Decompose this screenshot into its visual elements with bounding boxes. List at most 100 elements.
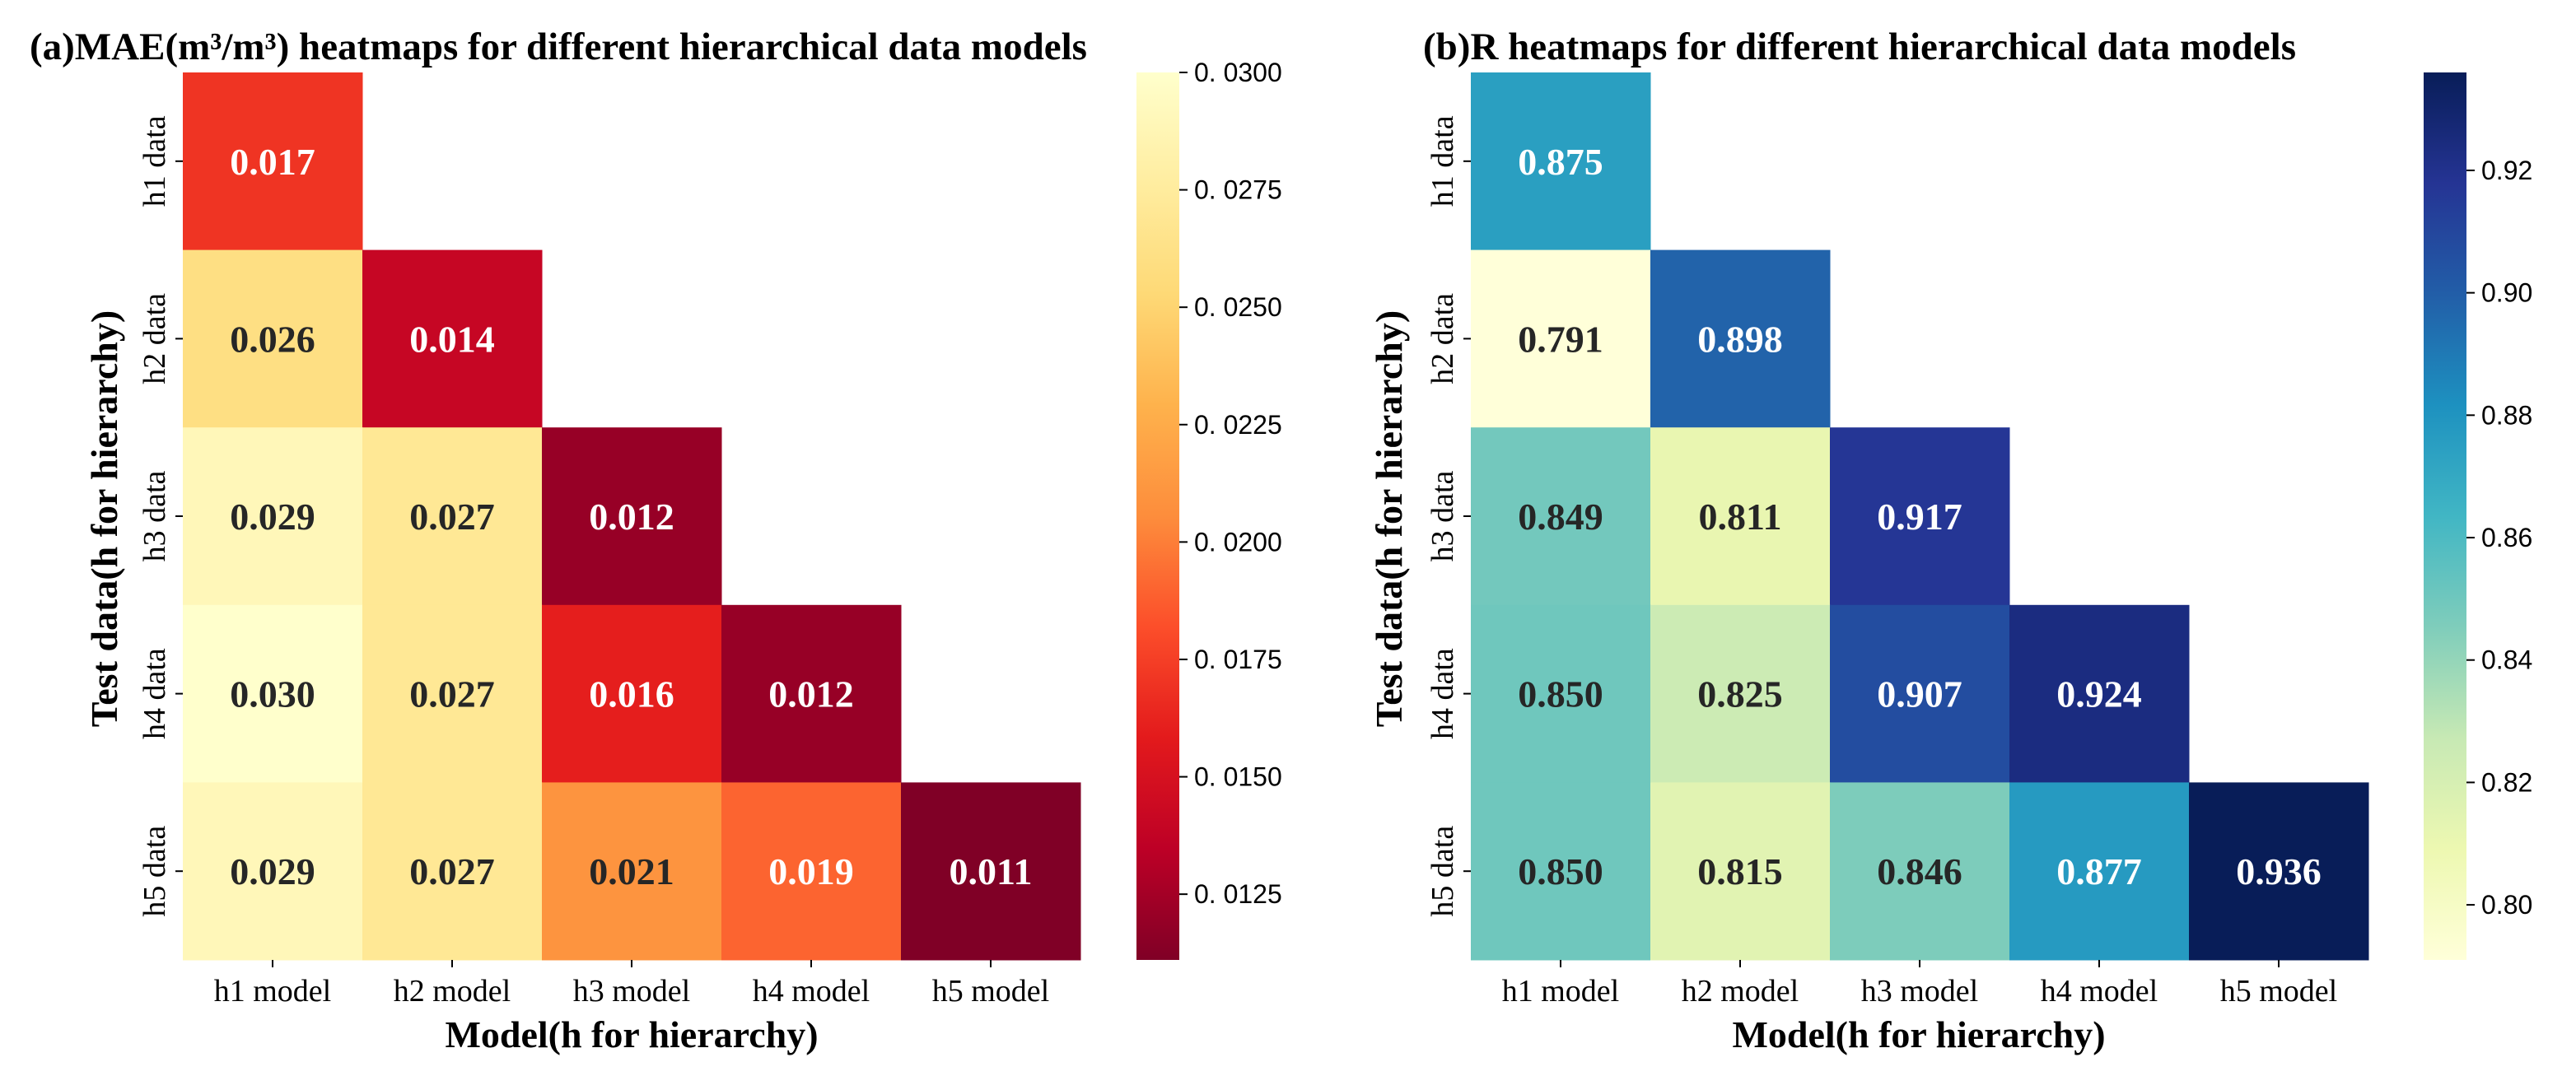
r-cell-label-r3-c2: 0.811 <box>1699 496 1782 538</box>
mae-colorbar-tick-label: 0. 0175 <box>1194 645 1282 674</box>
r-colorbar-tick-label: 0.84 <box>2481 645 2532 675</box>
mae-cell-r4-c2 <box>362 604 543 783</box>
mae-cell-label-r4-c1: 0.030 <box>230 673 315 715</box>
mae-y-tick-label: h3 data <box>138 470 172 561</box>
r-cell-label-r5-c4: 0.877 <box>2056 850 2142 892</box>
r-colorbar-tick-label: 0.80 <box>2481 890 2532 920</box>
r-cell-label-r5-c3: 0.846 <box>1877 850 1962 892</box>
mae-cell-label-r3-c3: 0.012 <box>589 496 674 538</box>
mae-cell-r5-c2 <box>362 782 543 961</box>
r-colorbar-tick-label: 0.90 <box>2481 278 2532 308</box>
r-cell-r5-c4 <box>2009 782 2190 961</box>
r-colorbar-tick-label: 0.82 <box>2481 767 2532 797</box>
mae-cell-r5-c4 <box>721 782 902 961</box>
mae-colorbar-tick-label: 0. 0250 <box>1194 292 1282 322</box>
r-cell-label-r2-c2: 0.898 <box>1697 318 1783 360</box>
r-cell-r5-c5 <box>2189 782 2369 961</box>
mae-panel-title: (a)MAE(m³/m³) heatmaps for different hie… <box>30 26 1087 68</box>
mae-colorbar-tick-label: 0. 0200 <box>1194 527 1282 557</box>
r-cell-r4-c1 <box>1471 604 1651 783</box>
mae-cell-r5-c5 <box>901 782 1081 961</box>
mae-colorbar-tick-label: 0. 0275 <box>1194 175 1282 205</box>
mae-cell-r2-c1 <box>183 249 363 428</box>
mae-y-tick-label: h2 data <box>138 293 172 384</box>
mae-cell-r5-c3 <box>542 782 722 961</box>
r-colorbar-tick-label: 0.92 <box>2481 156 2532 185</box>
mae-y-tick-label: h1 data <box>138 115 172 207</box>
r-cell-label-r5-c5: 0.936 <box>2236 850 2322 892</box>
mae-cell-label-r2-c1: 0.026 <box>230 318 315 360</box>
r-colorbar-tick-label: 0.86 <box>2481 523 2532 552</box>
mae-cell-r3-c2 <box>362 427 543 606</box>
r-x-tick-label: h2 model <box>1682 974 1799 1008</box>
mae-colorbar-tick-label: 0. 0150 <box>1194 762 1282 792</box>
r-y-tick-label: h2 data <box>1426 293 1460 384</box>
r-cell-r1-c1 <box>1471 72 1651 251</box>
r-cell-label-r3-c3: 0.917 <box>1877 496 1962 538</box>
mae-colorbar-tick-label: 0. 0225 <box>1194 410 1282 440</box>
r-cell-r3-c3 <box>1830 427 2010 606</box>
mae-cell-r2-c2 <box>362 249 543 428</box>
mae-colorbar-tick-label: 0. 0125 <box>1194 879 1282 909</box>
mae-cell-r4-c3 <box>542 604 722 783</box>
r-cell-label-r5-c2: 0.815 <box>1697 850 1783 892</box>
mae-x-tick-label: h3 model <box>573 974 690 1008</box>
r-x-tick-label: h4 model <box>2041 974 2158 1008</box>
mae-cell-r5-c1 <box>183 782 363 961</box>
r-x-axis-label: Model(h for hierarchy) <box>1732 1013 2105 1055</box>
r-y-tick-labels: h1 data h2 data h3 data h4 data h5 data <box>1426 115 1471 917</box>
mae-colorbar: 0. 0125 0. 0150 0. 0175 0. 0200 0. 0225 0. 02… <box>1136 58 1282 960</box>
r-heatmap-panel: (b)R heatmaps for different hierarchical… <box>1368 26 2532 1055</box>
r-cell-r3-c2 <box>1650 427 1831 606</box>
mae-cell-label-r5-c3: 0.021 <box>589 850 674 892</box>
mae-x-tick-labels: h1 model h2 model h3 model h4 model h5 model <box>214 960 1049 1008</box>
r-cell-label-r2-c1: 0.791 <box>1518 318 1603 360</box>
mae-x-tick-label: h2 model <box>394 974 511 1008</box>
mae-cell-r3-c1 <box>183 427 363 606</box>
r-x-tick-labels: h1 model h2 model h3 model h4 model h5 model <box>1502 960 2337 1008</box>
mae-cell-label-r4-c4: 0.012 <box>768 673 854 715</box>
r-cell-r5-c1 <box>1471 782 1651 961</box>
r-cell-label-r1-c1: 0.875 <box>1518 141 1603 183</box>
r-cell-label-r5-c1: 0.850 <box>1518 850 1603 892</box>
r-cell-label-r4-c1: 0.850 <box>1518 673 1603 715</box>
mae-colorbar-ticks: 0. 0125 0. 0150 0. 0175 0. 0200 0. 0225 0. 02… <box>1179 58 1282 909</box>
r-cell-label-r4-c3: 0.907 <box>1877 673 1962 715</box>
r-cell-r2-c2 <box>1650 249 1831 428</box>
r-cell-r2-c1 <box>1471 249 1651 428</box>
r-x-tick-label: h5 model <box>2220 974 2337 1008</box>
mae-x-tick-label: h4 model <box>753 974 870 1008</box>
mae-cell-label-r5-c5: 0.011 <box>950 850 1033 892</box>
mae-y-tick-label: h4 data <box>138 648 172 739</box>
r-cell-label-r4-c4: 0.924 <box>2056 673 2142 715</box>
r-heatmap-cells: 0.875 0.791 0.898 0.849 0.811 0.917 0.850 0.825… <box>1471 72 2369 961</box>
r-panel-title: (b)R heatmaps for different hierarchical… <box>1423 26 2296 68</box>
mae-y-axis-label: Test data(h for hierarchy) <box>83 310 125 727</box>
mae-cell-r4-c4 <box>721 604 902 783</box>
mae-cell-r1-c1 <box>183 72 363 251</box>
r-y-tick-label: h3 data <box>1426 470 1460 561</box>
r-x-tick-label: h1 model <box>1502 974 1619 1008</box>
r-cell-r4-c2 <box>1650 604 1831 783</box>
mae-x-tick-label: h1 model <box>214 974 331 1008</box>
mae-cell-label-r3-c2: 0.027 <box>409 496 495 538</box>
r-cell-r4-c4 <box>2009 604 2190 783</box>
mae-cell-label-r4-c2: 0.027 <box>409 673 495 715</box>
mae-x-axis-label: Model(h for hierarchy) <box>445 1013 818 1055</box>
r-y-tick-label: h1 data <box>1426 115 1460 207</box>
mae-heatmap-cells: 0.017 0.026 0.014 0.029 0.027 0.012 0.030 0.027… <box>183 72 1081 961</box>
r-colorbar-tick-label: 0.88 <box>2481 400 2532 430</box>
r-y-tick-label: h4 data <box>1426 648 1460 739</box>
r-x-tick-label: h3 model <box>1861 974 1978 1008</box>
r-colorbar-bar <box>2424 72 2466 960</box>
mae-heatmap-panel: (a)MAE(m³/m³) heatmaps for different hie… <box>30 26 1282 1055</box>
r-cell-label-r4-c2: 0.825 <box>1697 673 1783 715</box>
mae-cell-r3-c3 <box>542 427 722 606</box>
mae-x-tick-label: h5 model <box>932 974 1049 1008</box>
r-cell-r5-c3 <box>1830 782 2010 961</box>
r-cell-r5-c2 <box>1650 782 1831 961</box>
mae-cell-label-r5-c2: 0.027 <box>409 850 495 892</box>
mae-colorbar-bar <box>1136 72 1179 960</box>
r-y-tick-label: h5 data <box>1426 826 1460 917</box>
